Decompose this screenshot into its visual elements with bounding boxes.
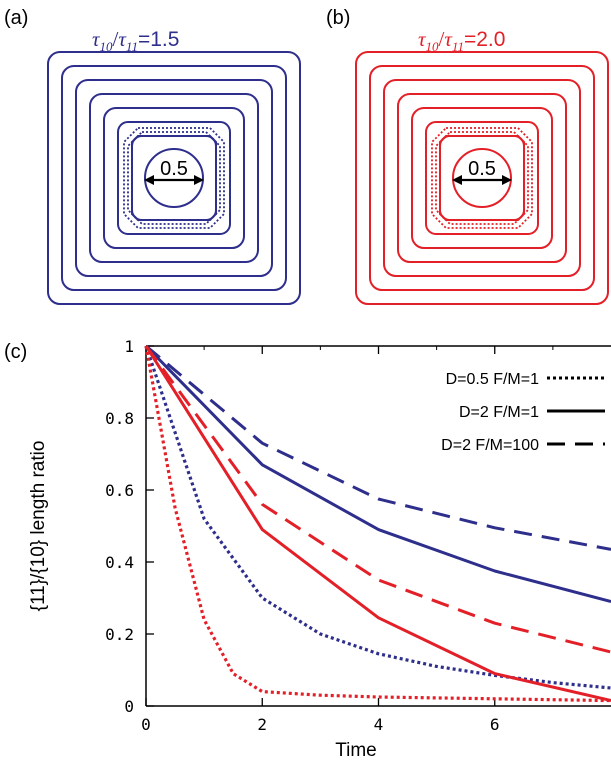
x-tick-label: 0 bbox=[141, 715, 151, 734]
panel-b-contour-3 bbox=[397, 93, 567, 263]
series-a-dashed bbox=[145, 344, 611, 551]
panel-b-title: τ10/τ11=2.0 bbox=[418, 27, 505, 54]
panel-a-diameter-label: 0.5 bbox=[160, 158, 188, 180]
panel-a-title-value: =1.5 bbox=[138, 28, 179, 51]
panel-a-contours: 0.5 bbox=[47, 51, 301, 305]
x-tick-label: 2 bbox=[257, 715, 267, 734]
panel-a-inner-contour bbox=[131, 135, 217, 221]
panel-a-title-sub-num: 10 bbox=[100, 39, 114, 54]
x-tick-label: 6 bbox=[490, 715, 500, 734]
y-axis-title: {11}/{10} length ratio bbox=[28, 441, 49, 612]
panel-a-title-slash: / bbox=[113, 27, 119, 51]
panel-a-contour-2 bbox=[75, 79, 273, 277]
panel-a-title-tau-num: τ bbox=[92, 27, 101, 51]
panel-b-label: (b) bbox=[326, 7, 350, 29]
series-b-solid bbox=[144, 345, 611, 703]
panel-b-arrow-left-head bbox=[452, 175, 462, 185]
panel-b-diameter-label: 0.5 bbox=[468, 158, 496, 180]
series-a-dotted bbox=[144, 345, 611, 690]
legend-label-solid: D=2 F/M=1 bbox=[459, 404, 539, 421]
panel-a-label: (a) bbox=[4, 7, 28, 29]
panel-a-contour-0 bbox=[47, 51, 301, 305]
panel-b-initial-circle bbox=[452, 148, 512, 208]
panel-a-contour-1 bbox=[61, 65, 287, 291]
panel-b-contour-2 bbox=[383, 79, 581, 277]
y-tick-label: 0.4 bbox=[105, 553, 134, 572]
panel-a-initial-circle bbox=[144, 148, 204, 208]
panel-b-inner-contour bbox=[439, 135, 525, 221]
panel-a-title-sub-den: 11 bbox=[126, 39, 138, 54]
panel-b-contour-5 bbox=[425, 121, 539, 235]
panel-a-title: τ10/τ11=1.5 bbox=[92, 27, 179, 54]
legend-label-dashed: D=2 F/M=100 bbox=[441, 437, 539, 454]
panel-a-contour-4 bbox=[103, 107, 245, 249]
panel-b-contour-4 bbox=[411, 107, 553, 249]
panel-b-title-value: =2.0 bbox=[464, 28, 505, 51]
panel-b-title-tau-den: τ bbox=[444, 27, 453, 51]
panel-b-title-sub-den: 11 bbox=[452, 39, 464, 54]
panel-b-contours: 0.5 bbox=[355, 51, 609, 305]
panel-c-label: (c) bbox=[4, 341, 27, 363]
y-tick-label: 0.6 bbox=[105, 481, 134, 500]
x-axis-title: Time bbox=[335, 740, 377, 761]
series-b-dotted bbox=[144, 345, 611, 703]
series-a-solid bbox=[144, 344, 611, 604]
panel-a-contour-3 bbox=[89, 93, 259, 263]
panel-a-arrow-right-head bbox=[194, 175, 204, 185]
y-tick-label: 0.8 bbox=[105, 409, 134, 428]
panel-b-arrow-right-head bbox=[502, 175, 512, 185]
legend-label-dotted: D=0.5 F/M=1 bbox=[446, 371, 539, 388]
panel-b-contour-0 bbox=[355, 51, 609, 305]
panel-b-title-slash: / bbox=[439, 27, 445, 51]
y-tick-label: 1 bbox=[124, 337, 134, 356]
panel-a-arrow-left-head bbox=[144, 175, 154, 185]
x-tick-label: 4 bbox=[374, 715, 384, 734]
y-tick-label: 0.2 bbox=[105, 625, 134, 644]
panel-b-title-sub-num: 10 bbox=[426, 39, 440, 54]
panel-b-title-tau-num: τ bbox=[418, 27, 427, 51]
panel-a-title-tau-den: τ bbox=[118, 27, 127, 51]
line-chart: 0 0.2 0.4 0.6 0.8 1 0 2 4 6 Time {11}/{10} length r… bbox=[28, 337, 611, 761]
panel-a-contour-5 bbox=[117, 121, 231, 235]
y-tick-label: 0 bbox=[124, 697, 134, 716]
panel-b-contour-1 bbox=[369, 65, 595, 291]
